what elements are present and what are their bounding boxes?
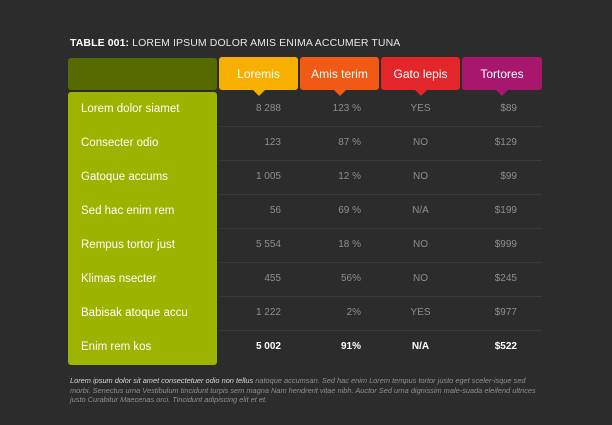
- footnote: Lorem ipsum dolor sit amet consectetuer …: [70, 376, 546, 405]
- table-cell: N/A: [412, 205, 429, 216]
- header-pointer: [333, 90, 346, 96]
- row-label: Lorem dolor siamet: [81, 103, 180, 115]
- table-cell: 69 %: [338, 205, 361, 216]
- table-cell: NO: [413, 239, 428, 250]
- table-cell: 1 005: [255, 171, 281, 182]
- table-cell: 8 288: [255, 103, 281, 114]
- header-corner: [68, 58, 217, 90]
- table-cell: YES: [410, 103, 431, 114]
- table-cell: YES: [410, 307, 431, 318]
- table-cell: 5 554: [255, 239, 281, 250]
- table-cell: $245: [494, 273, 517, 284]
- table-cell: 2%: [346, 307, 361, 318]
- row-label: Sed hac enim rem: [81, 205, 175, 217]
- column-header-tortores: Tortores: [462, 57, 542, 96]
- row-label: Consecter odio: [81, 137, 159, 149]
- row-divider: [219, 194, 542, 195]
- row-divider: [219, 126, 542, 127]
- table-cell: 56%: [340, 273, 361, 284]
- column-header-gato-lepis: Gato lepis: [381, 57, 460, 96]
- header-pointer: [252, 90, 265, 96]
- table-title: TABLE 001: LOREM IPSUM DOLOR AMIS ENIMA …: [70, 37, 400, 49]
- table-cell: $999: [494, 239, 517, 250]
- row-divider: [219, 262, 542, 263]
- header-pointer: [414, 90, 427, 96]
- row-divider: [219, 330, 542, 331]
- column-header-loremis: Loremis: [219, 57, 298, 96]
- table-cell: NO: [413, 137, 428, 148]
- row-divider: [219, 228, 542, 229]
- table-cell: $99: [500, 171, 517, 182]
- footnote-body: natoque accumsan. Sed hac enim Lorem tem…: [70, 376, 536, 405]
- row-label: Rempus tortor just: [81, 239, 175, 251]
- row-divider: [219, 296, 542, 297]
- table-cell: 12 %: [338, 171, 361, 182]
- row-divider: [219, 160, 542, 161]
- row-label: Gatoque accums: [81, 171, 168, 183]
- table-cell: 123 %: [332, 103, 361, 114]
- row-label: Klimas nsecter: [81, 273, 157, 285]
- row-label: Babisak atoque accu: [81, 307, 188, 319]
- table-cell: $977: [494, 307, 517, 318]
- table-cell: 87 %: [338, 137, 361, 148]
- table-cell: 123: [264, 137, 281, 148]
- column-header-amis-terim: Amis terim: [300, 57, 379, 96]
- table-title-text: LOREM IPSUM DOLOR AMIS ENIMA ACCUMER TUN…: [129, 37, 401, 49]
- table-cell: $199: [494, 205, 517, 216]
- table-cell: 18 %: [338, 239, 361, 250]
- table-cell-total: 5 002: [255, 341, 281, 352]
- table-cell: $129: [494, 137, 517, 148]
- row-label: Enim rem kos: [81, 341, 152, 353]
- table-cell: 455: [264, 273, 281, 284]
- table-cell: $89: [500, 103, 517, 114]
- table-cell-total: N/A: [411, 341, 430, 352]
- table-cell: 56: [269, 205, 281, 216]
- table-cell: NO: [413, 171, 428, 182]
- row-labels-column: Lorem dolor siamet Consecter odio Gatoqu…: [68, 92, 217, 365]
- header-pointer: [496, 90, 508, 96]
- footnote-lead: Lorem ipsum dolor sit amet consectetuer …: [70, 376, 254, 385]
- table-cell: NO: [413, 273, 428, 284]
- table-cell: 1 222: [255, 307, 281, 318]
- table-title-prefix: TABLE 001:: [70, 37, 130, 49]
- table-cell-total: 91%: [340, 341, 361, 352]
- table-cell-total: $522: [494, 341, 517, 352]
